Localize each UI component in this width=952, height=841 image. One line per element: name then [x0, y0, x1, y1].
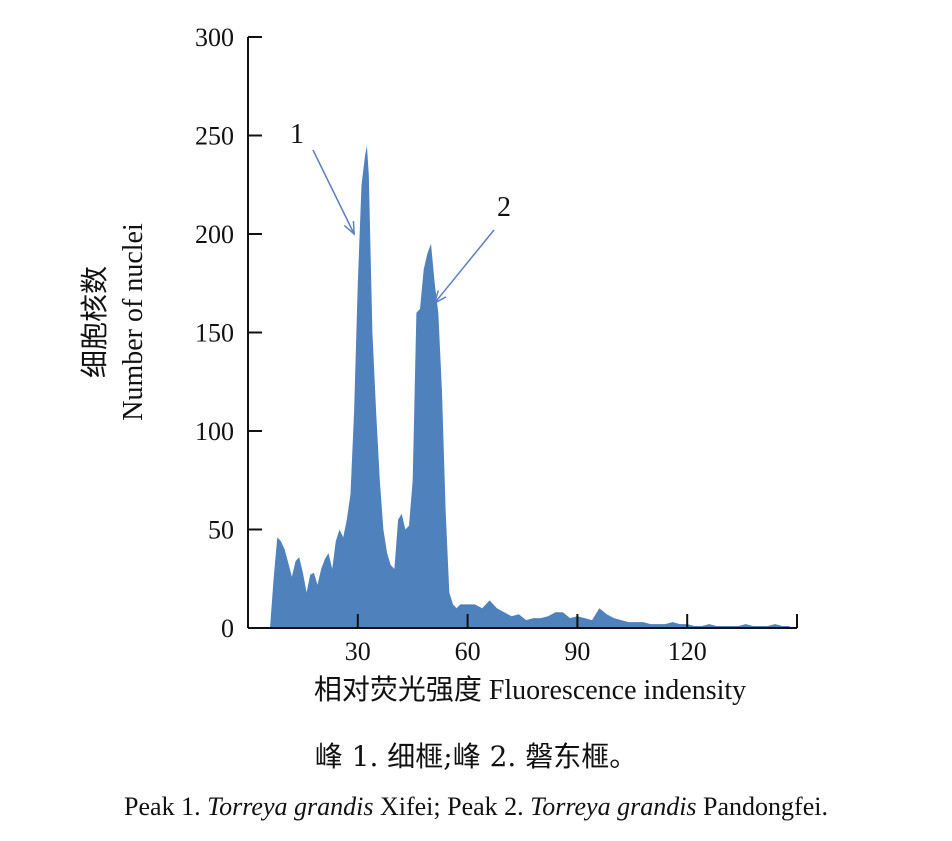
caption-en-part: Xifei; Peak 2. — [373, 792, 531, 821]
peak-arrow — [434, 229, 495, 304]
y-tick-label: 50 — [208, 516, 234, 545]
caption-en-part: Peak 1. — [124, 792, 208, 821]
y-axis-label-cn: 细胞核数 — [79, 266, 111, 378]
peak-label: 2 — [497, 192, 511, 223]
axes: 0 50 100 150 200 250 300 30 60 90 120 — [195, 23, 798, 666]
peak-arrow — [312, 149, 355, 235]
y-tick-label: 200 — [195, 220, 234, 249]
caption-english: Peak 1. Torreya grandis Xifei; Peak 2. T… — [0, 792, 952, 822]
caption-chinese: 峰 1. 细榧;峰 2. 磐东榧。 — [314, 740, 638, 773]
axis-labels: 细胞核数 Number of nuclei 相对荧光强度 Fluorescenc… — [79, 223, 746, 706]
chart: 0 50 100 150 200 250 300 30 60 90 120 细胞核数 Number … — [79, 23, 798, 706]
x-tick-label: 30 — [345, 637, 371, 666]
y-axis-label-en: Number of nuclei — [118, 223, 149, 421]
y-tick-label: 150 — [195, 319, 234, 348]
peak-label: 1 — [290, 119, 304, 150]
annotations: 12 — [290, 119, 511, 305]
y-tick-label: 0 — [221, 614, 234, 643]
caption-en-species: Torreya grandis — [207, 792, 374, 821]
peak-arrowhead — [433, 290, 447, 305]
x-tick-label: 120 — [668, 637, 707, 666]
caption-en-species: Torreya grandis — [530, 792, 697, 821]
y-tick-label: 250 — [195, 122, 234, 151]
x-tick-label: 60 — [455, 637, 481, 666]
caption-en-part: Pandongfei. — [696, 792, 828, 821]
histogram-area — [269, 145, 790, 628]
peak-arrowhead — [343, 220, 355, 236]
x-axis-label: 相对荧光强度 Fluorescence indensity — [314, 674, 746, 706]
y-tick-label: 300 — [195, 23, 234, 52]
x-tick-label: 90 — [564, 637, 590, 666]
plot-area — [269, 145, 790, 628]
y-tick-label: 100 — [195, 417, 234, 446]
